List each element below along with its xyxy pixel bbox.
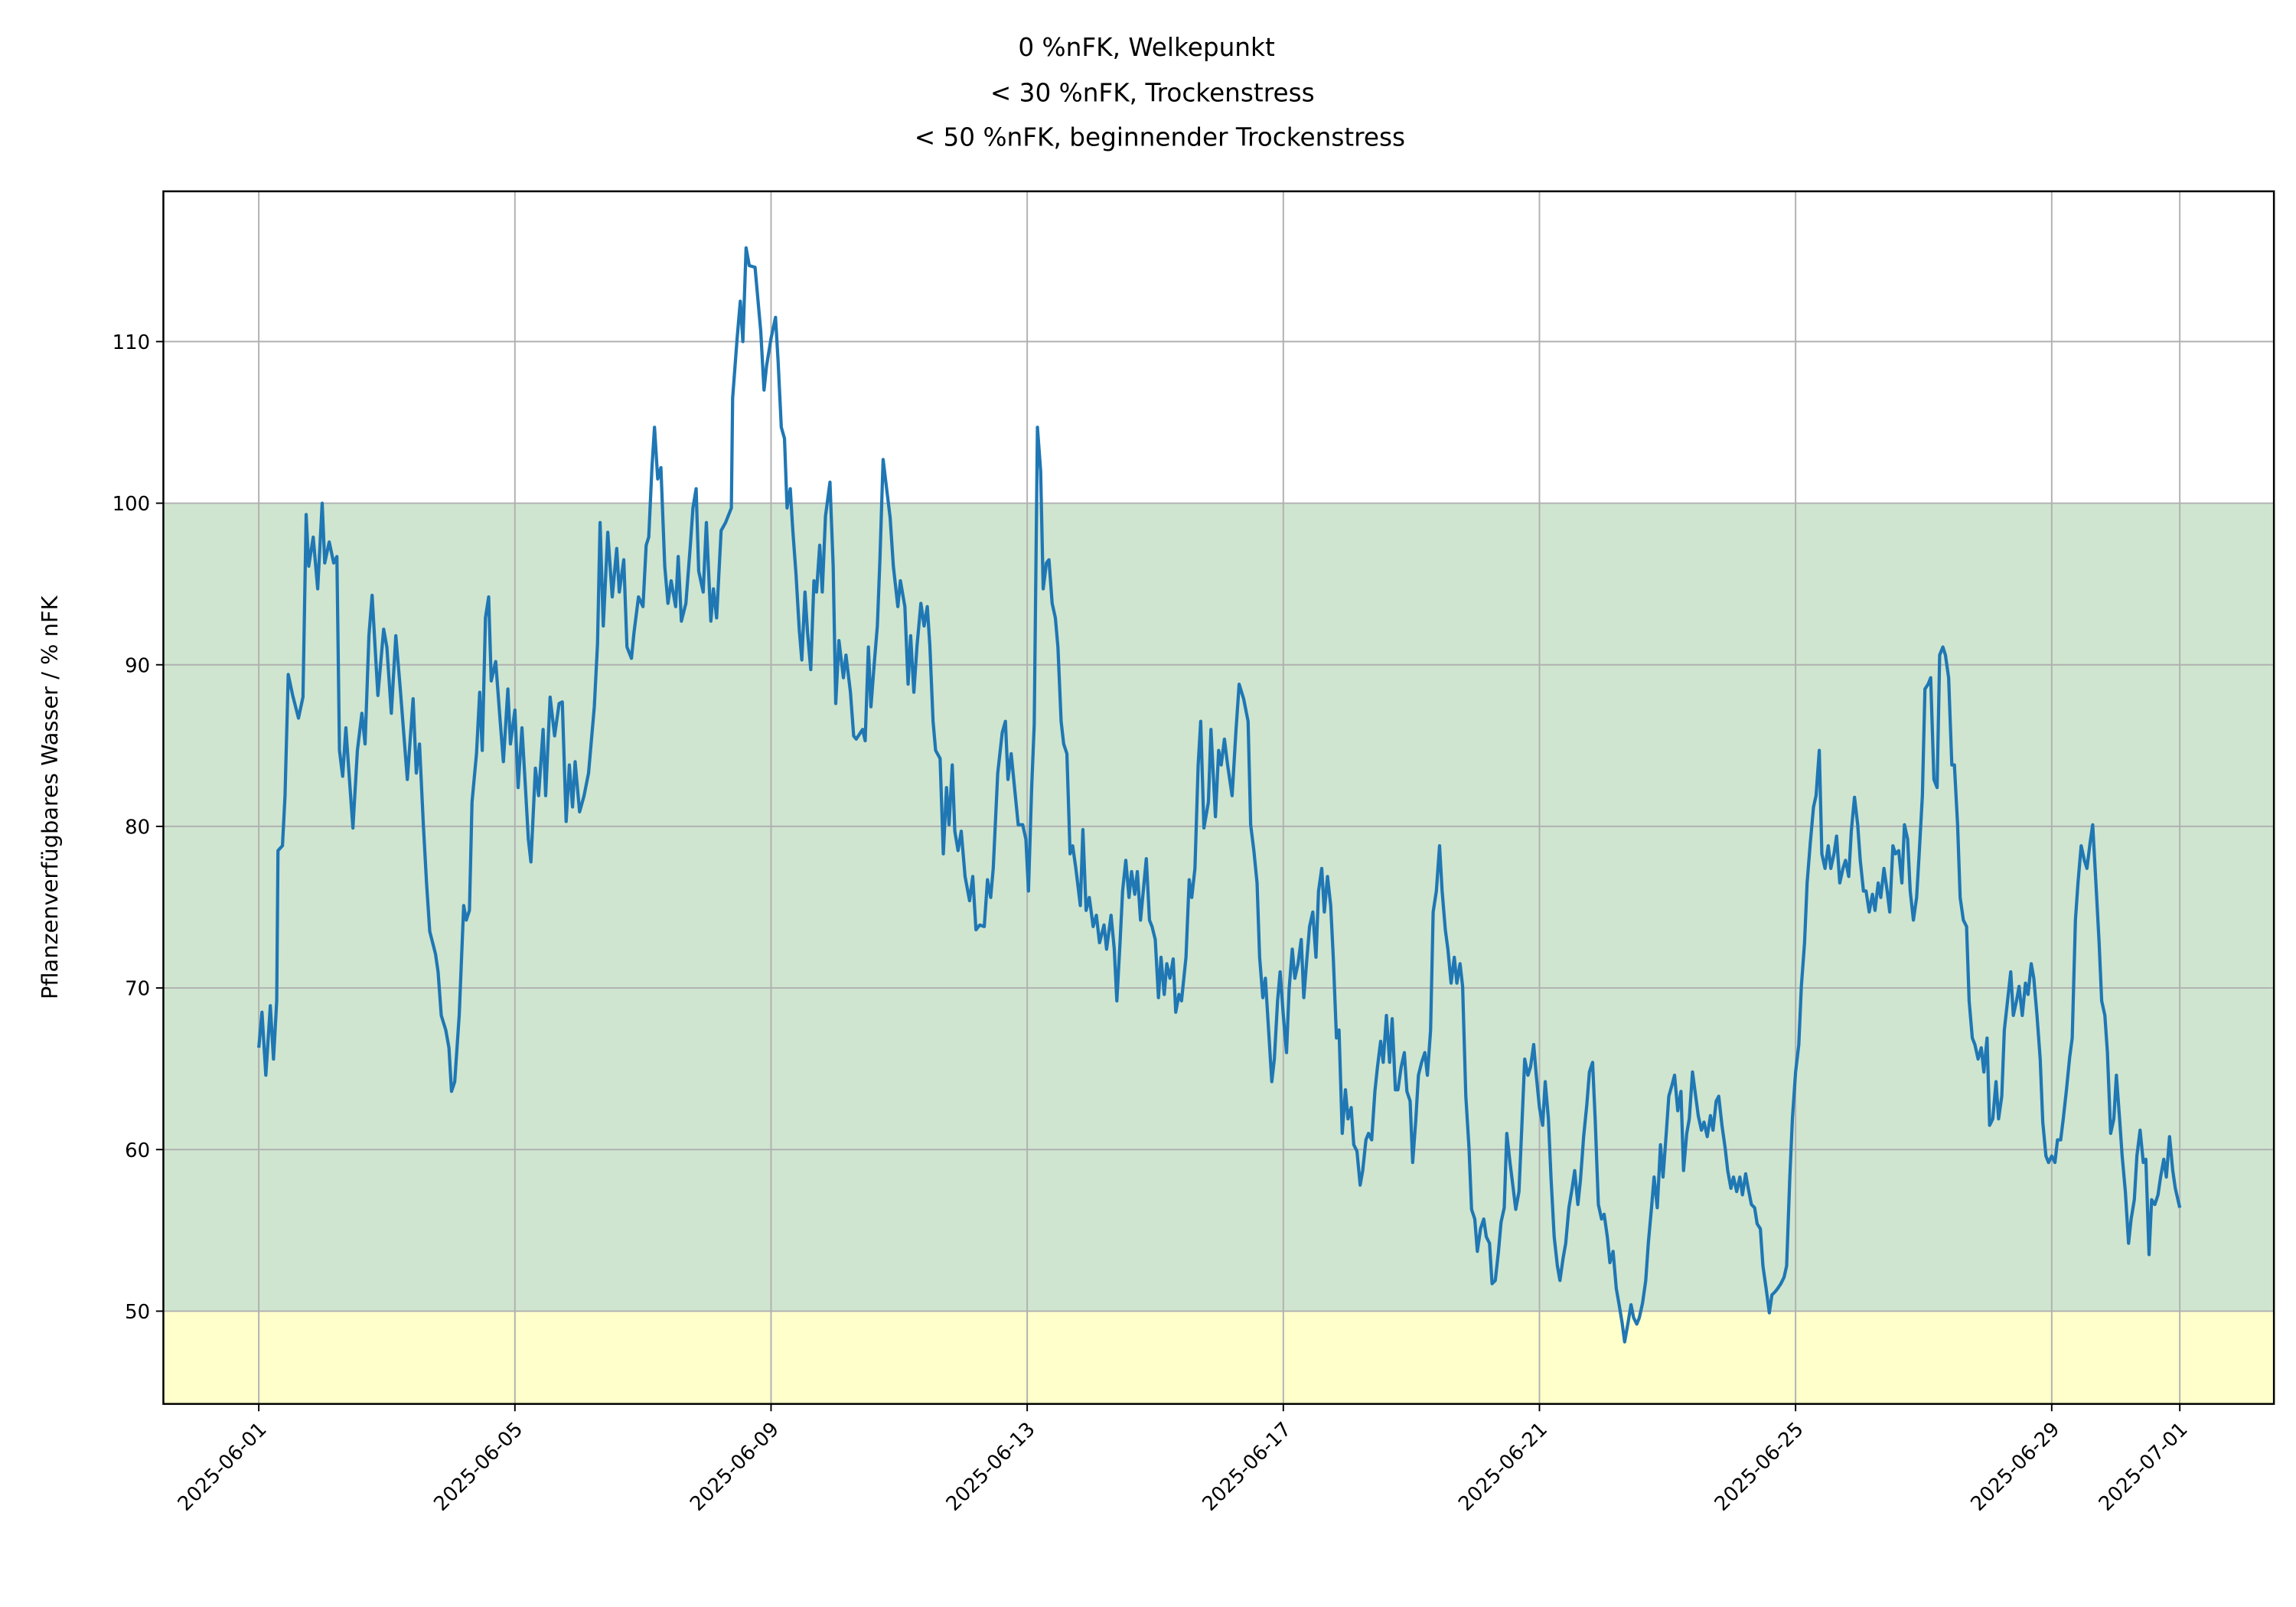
y-tick-label: 100 [113, 493, 151, 516]
y-tick-label: 70 [125, 978, 150, 1001]
y-tick-label: 110 [113, 331, 151, 354]
y-tick-label: 90 [125, 654, 150, 677]
title-line-2: < 30 %nFK, Trockenstress [990, 79, 1315, 108]
chart-title: 0 %nFK, Welkepunkt < 30 %nFK, Trockenstr… [915, 33, 1405, 152]
title-line-1: 0 %nFK, Welkepunkt [1018, 33, 1275, 62]
y-tick-label: 50 [125, 1301, 150, 1324]
y-tick-label: 80 [125, 817, 150, 839]
title-line-3: < 50 %nFK, beginnender Trockenstress [915, 122, 1405, 152]
band-1 [163, 503, 2275, 1312]
y-tick-label: 60 [125, 1139, 150, 1162]
y-axis: 50 60 70 80 90 100 110 [113, 331, 164, 1324]
threshold-bands [163, 503, 2275, 1404]
grid-lines [163, 191, 2275, 1404]
y-axis-label: Pflanzenverfügbares Wasser / % nFK [37, 595, 63, 999]
series-layer [257, 246, 2182, 1344]
series-line-nFK [257, 246, 2182, 1344]
band-0 [163, 1311, 2275, 1404]
axes-frame [162, 190, 2275, 1405]
